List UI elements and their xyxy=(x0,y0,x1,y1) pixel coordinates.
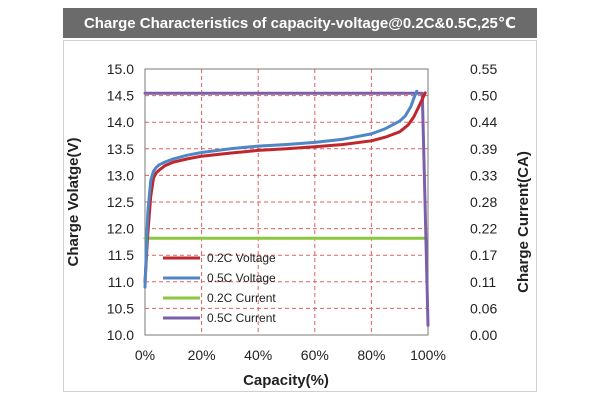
y2-axis-title: Charge Current(CA) xyxy=(515,151,532,293)
legend-label-0-2c-current: 0.2C Current xyxy=(207,291,276,305)
y-tick-label: 12.0 xyxy=(107,221,134,237)
y2-tick-label: 0.11 xyxy=(470,274,496,290)
x-tick-label: 80% xyxy=(357,347,385,363)
y-axis-title: Charge Volatge(V) xyxy=(65,138,82,267)
y-tick-label: 13.0 xyxy=(107,167,134,183)
legend-label-0-5c-voltage: 0.5C Voltage xyxy=(207,271,276,285)
y-tick-label: 10.5 xyxy=(107,300,134,316)
legend: 0.2C Voltage 0.5C Voltage 0.2C Current 0.5C… xyxy=(163,251,276,325)
y2-tick-label: 0.55 xyxy=(470,61,497,77)
y-tick-label: 14.5 xyxy=(107,88,134,104)
legend-label-0-2c-voltage: 0.2C Voltage xyxy=(207,251,276,265)
y2-tick-label: 0.22 xyxy=(470,221,497,237)
y2-tick-label: 0.06 xyxy=(470,300,497,316)
y2-tick-label: 0.44 xyxy=(470,114,497,130)
chart-title: Charge Characteristics of capacity-volta… xyxy=(63,8,537,38)
y2-tick-label: 0.39 xyxy=(470,141,497,157)
x-tick-label: 40% xyxy=(244,347,272,363)
x-axis-title: Capacity(%) xyxy=(243,372,329,389)
y2-tick-label: 0.00 xyxy=(470,327,497,343)
x-tick-label: 20% xyxy=(188,347,216,363)
x-tick-label: 60% xyxy=(301,347,329,363)
y2-tick-label: 0.50 xyxy=(470,88,497,104)
y2-axis-ticks: 0.00 0.06 0.11 0.17 0.22 0.28 0.33 0.39 0.44 0.50… xyxy=(470,61,497,343)
y-axis-ticks: 10.0 10.5 11.0 11.5 12.0 12.5 13.0 13.5 14.0 14.5… xyxy=(107,61,134,343)
y2-tick-label: 0.33 xyxy=(470,167,497,183)
y-tick-label: 14.0 xyxy=(107,114,134,130)
y-tick-label: 12.5 xyxy=(107,194,134,210)
series-line-0-5c-voltage xyxy=(143,89,419,289)
x-tick-label: 100% xyxy=(410,347,446,363)
y-tick-label: 11.5 xyxy=(108,247,134,263)
y-tick-label: 11.0 xyxy=(108,274,134,290)
y-tick-label: 10.0 xyxy=(107,327,134,343)
x-tick-label: 0% xyxy=(135,347,155,363)
y2-tick-label: 0.17 xyxy=(470,247,497,263)
y-tick-label: 13.5 xyxy=(107,141,134,157)
series-line-0-5c-current xyxy=(143,91,430,327)
x-axis-ticks: 0% 20% 40% 60% 80% 100% xyxy=(135,347,446,363)
plot-area-border xyxy=(144,68,429,336)
series-line-0-2c-voltage xyxy=(143,91,427,284)
y-tick-label: 15.0 xyxy=(107,61,134,77)
y2-tick-label: 0.28 xyxy=(470,194,497,210)
chart-frame xyxy=(63,40,537,392)
series-lines xyxy=(143,89,430,327)
legend-label-0-5c-current: 0.5C Current xyxy=(207,311,276,325)
